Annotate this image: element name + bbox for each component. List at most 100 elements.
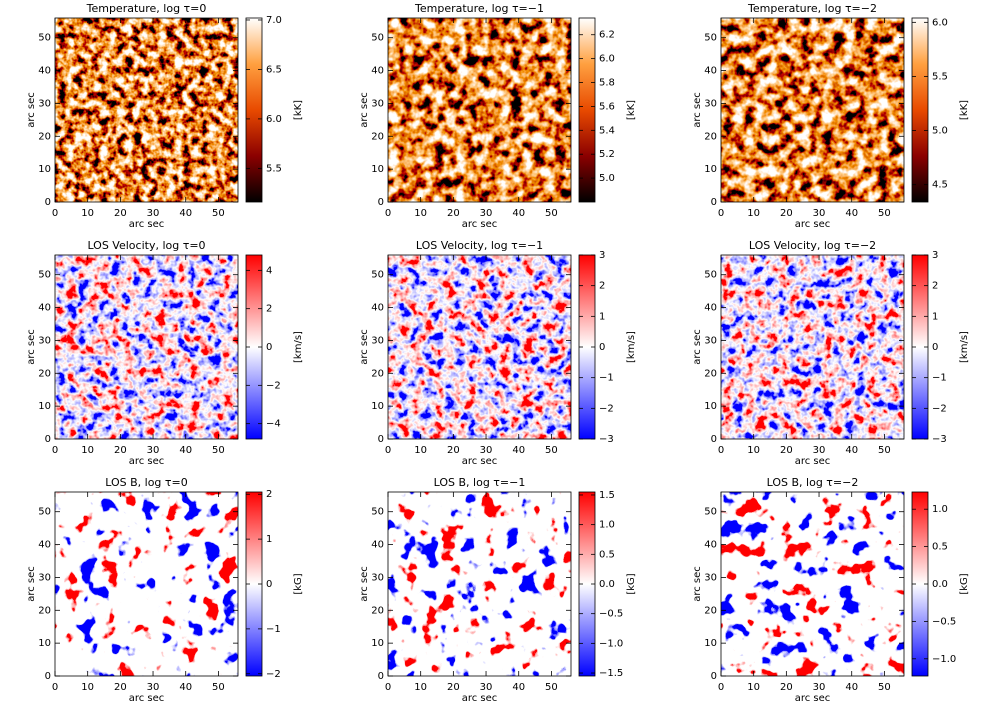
- y-tick-label: 50: [704, 33, 717, 44]
- y-tick-label: 20: [38, 131, 51, 142]
- colorbar-tick-label: 5.0: [599, 173, 615, 184]
- x-axis-label: arc sec: [795, 219, 831, 230]
- y-tick-label: 40: [371, 540, 384, 551]
- colorbar: [246, 492, 262, 676]
- colorbar-tick-label: 1.5: [599, 490, 615, 501]
- x-tick-label: 20: [780, 445, 793, 456]
- colorbar-tick-label: 1: [266, 534, 272, 545]
- x-tick-label: 30: [147, 445, 160, 456]
- x-tick-label: 0: [718, 445, 724, 456]
- plot-frame: [387, 17, 572, 203]
- x-tick-label: 30: [480, 208, 493, 219]
- colorbar-tick-label: 4: [266, 265, 272, 276]
- x-tick-label: 0: [385, 682, 391, 693]
- x-tick-label: 0: [385, 208, 391, 219]
- y-tick-label: 10: [704, 401, 717, 412]
- colorbar-tick-label: −1: [599, 373, 614, 384]
- plot-frame: [720, 491, 905, 677]
- x-axis-label: arc sec: [129, 693, 165, 704]
- y-tick-label: 20: [38, 368, 51, 379]
- x-tick-label: 10: [414, 208, 427, 219]
- heatmap-image: [388, 492, 571, 676]
- plot-frame: [720, 254, 905, 440]
- x-tick-label: 40: [512, 208, 525, 219]
- x-tick-label: 0: [385, 445, 391, 456]
- colorbar-tick-label: 2: [266, 304, 272, 315]
- colorbar-frame: [911, 17, 929, 203]
- y-tick-label: 50: [38, 507, 51, 518]
- x-tick-label: 40: [845, 208, 858, 219]
- y-tick-label: 50: [38, 270, 51, 281]
- y-tick-label: 30: [704, 335, 717, 346]
- y-tick-label: 20: [371, 368, 384, 379]
- y-axis-label: arc sec: [359, 92, 370, 128]
- y-tick-label: 30: [704, 98, 717, 109]
- y-tick-label: 20: [371, 131, 384, 142]
- heatmap-image: [721, 492, 904, 676]
- y-tick-label: 30: [38, 572, 51, 583]
- colorbar-tick-label: −1: [266, 624, 281, 635]
- colorbar-tick-label: 5.0: [932, 126, 948, 137]
- colorbar-tick-label: 0: [932, 342, 938, 353]
- y-tick-label: 50: [371, 507, 384, 518]
- colorbar-tick-label: 5.5: [932, 71, 948, 82]
- plot-frame: [54, 254, 239, 440]
- y-axis-label: arc sec: [692, 329, 703, 365]
- x-tick-label: 20: [114, 208, 127, 219]
- x-tick-label: 20: [447, 208, 460, 219]
- colorbar-label: [kG]: [293, 573, 304, 594]
- y-tick-label: 20: [38, 605, 51, 616]
- colorbar-tick-label: 0: [599, 342, 605, 353]
- y-axis-label: arc sec: [26, 92, 37, 128]
- y-tick-label: 10: [371, 401, 384, 412]
- y-tick-label: 40: [704, 303, 717, 314]
- y-tick-label: 40: [371, 303, 384, 314]
- colorbar-label: [kG]: [626, 573, 637, 594]
- colorbar-label: [kK]: [959, 100, 970, 120]
- x-tick-label: 50: [878, 682, 891, 693]
- x-tick-label: 10: [81, 208, 94, 219]
- colorbar: [246, 255, 262, 439]
- colorbar-tick-label: 6.0: [599, 54, 615, 65]
- plot-frame: [54, 491, 239, 677]
- y-tick-label: 50: [371, 33, 384, 44]
- y-axis-label: arc sec: [26, 329, 37, 365]
- colorbar-tick-label: 2: [599, 281, 605, 292]
- colorbar-frame: [578, 17, 596, 203]
- x-tick-label: 30: [813, 445, 826, 456]
- x-tick-label: 0: [52, 445, 58, 456]
- y-axis-label: arc sec: [26, 566, 37, 602]
- heatmap-image: [55, 255, 238, 439]
- colorbar-tick-label: −3: [932, 434, 947, 445]
- colorbar-tick-label: 0.0: [599, 579, 615, 590]
- y-tick-label: 40: [38, 540, 51, 551]
- x-tick-label: 0: [52, 208, 58, 219]
- y-tick-label: 30: [704, 572, 717, 583]
- colorbar-tick-label: 1: [932, 311, 938, 322]
- y-tick-label: 0: [45, 671, 51, 682]
- colorbar-tick-label: 6.0: [266, 114, 282, 125]
- x-tick-label: 50: [212, 208, 225, 219]
- heatmap-image: [721, 18, 904, 202]
- x-axis-label: arc sec: [129, 456, 165, 467]
- plot-frame: [54, 17, 239, 203]
- y-tick-label: 30: [371, 572, 384, 583]
- colorbar-tick-label: 2: [266, 489, 272, 500]
- y-tick-label: 50: [38, 33, 51, 44]
- colorbar: [246, 18, 262, 202]
- y-tick-label: 10: [704, 164, 717, 175]
- colorbar-tick-label: 5.2: [599, 149, 615, 160]
- colorbar-tick-label: −1.0: [932, 654, 956, 665]
- colorbar-tick-label: −0.5: [932, 616, 956, 627]
- colorbar-label: [kG]: [959, 573, 970, 594]
- panel-title: LOS B, log τ=−2: [767, 476, 859, 489]
- x-tick-label: 40: [845, 682, 858, 693]
- y-tick-label: 50: [371, 270, 384, 281]
- y-tick-label: 0: [711, 197, 717, 208]
- colorbar-tick-label: 3: [932, 250, 938, 261]
- x-tick-label: 30: [480, 445, 493, 456]
- x-tick-label: 10: [747, 445, 760, 456]
- colorbar-tick-label: −2: [266, 380, 281, 391]
- colorbar-tick-label: −2: [266, 669, 281, 680]
- colorbar-tick-label: 4.5: [932, 180, 948, 191]
